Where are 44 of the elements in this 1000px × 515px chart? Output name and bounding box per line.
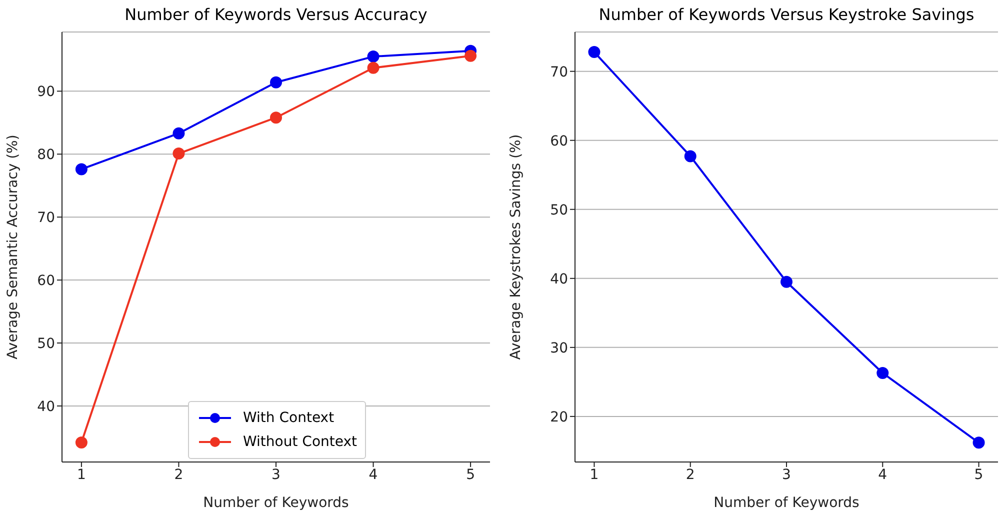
point xyxy=(684,150,696,162)
point xyxy=(75,163,88,176)
y-tick-label: 80 xyxy=(37,147,55,164)
y-axis-title: Average Keystrokes Savings (%) xyxy=(508,134,524,360)
y-tick-label: 20 xyxy=(550,409,568,426)
x-tick-label: 2 xyxy=(174,466,184,483)
legend-label: Without Context xyxy=(243,434,358,450)
point xyxy=(75,436,88,448)
y-tick-label: 30 xyxy=(550,340,568,356)
point xyxy=(780,276,792,288)
x-tick-label: 3 xyxy=(272,466,280,483)
y-tick-label: 70 xyxy=(550,64,568,80)
x-tick-label: 1 xyxy=(590,466,599,483)
point xyxy=(876,366,889,379)
x-axis-title: Number of Keywords xyxy=(203,495,349,511)
point xyxy=(972,436,985,449)
point xyxy=(172,148,185,160)
point xyxy=(367,50,380,63)
x-tick-label: 4 xyxy=(878,466,888,483)
y-tick-label: 90 xyxy=(37,84,55,100)
x-tick-label: 5 xyxy=(974,466,984,483)
chart-title: Number of Keywords Versus Keystroke Savings xyxy=(598,5,976,24)
point xyxy=(367,62,380,74)
point xyxy=(270,76,282,88)
y-tick-label: 60 xyxy=(37,273,55,290)
point xyxy=(588,46,600,58)
x-tick-label: 3 xyxy=(782,466,791,483)
y-tick-label: 70 xyxy=(37,210,55,226)
x-axis-title: Number of Keywords xyxy=(714,495,860,511)
point xyxy=(172,127,185,140)
x-tick-label: 1 xyxy=(76,466,86,483)
legend-label: With Context xyxy=(243,410,334,426)
point xyxy=(464,50,477,62)
y-tick-label: 40 xyxy=(550,271,568,288)
y-tick-label: 50 xyxy=(550,202,568,218)
x-tick-label: 2 xyxy=(686,466,695,483)
y-tick-label: 60 xyxy=(550,133,568,150)
x-tick-label: 4 xyxy=(368,466,378,483)
y-axis-title: Average Semantic Accuracy (%) xyxy=(4,134,21,360)
y-tick-label: 50 xyxy=(37,336,55,352)
x-tick-label: 5 xyxy=(466,466,476,483)
point xyxy=(270,112,282,124)
chart-title: Number of Keywords Versus Accuracy xyxy=(124,5,428,24)
y-tick-label: 40 xyxy=(37,398,55,415)
